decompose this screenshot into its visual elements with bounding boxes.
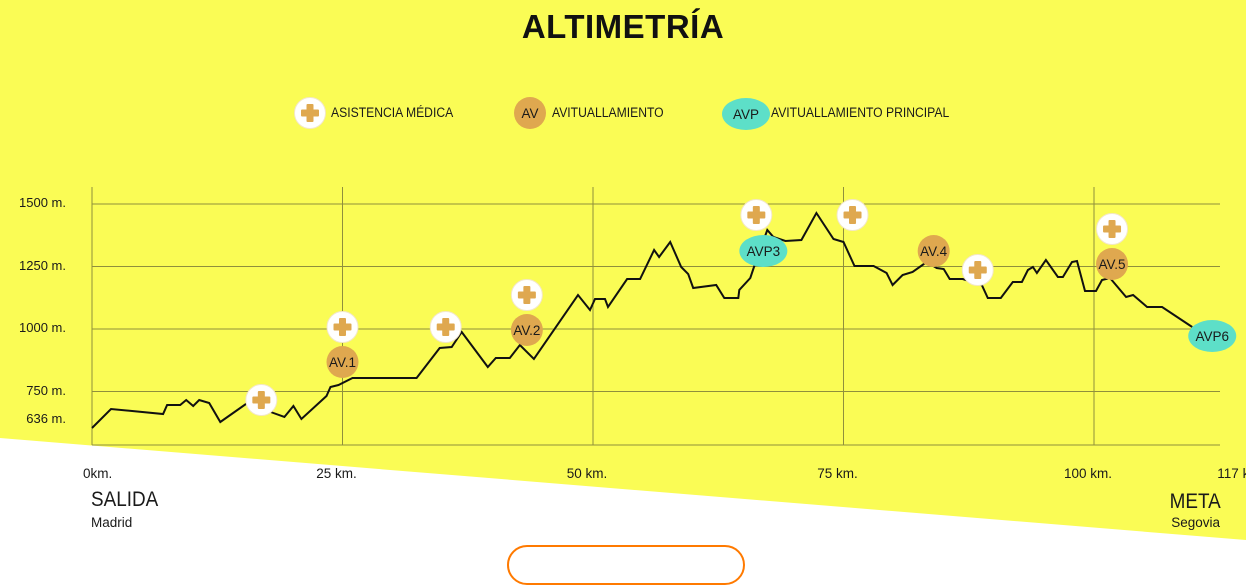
x-tick-label: 75 km. — [817, 466, 858, 481]
legend-avp-badge: AVP — [722, 98, 770, 130]
x-tick-label: 50 km. — [566, 466, 608, 481]
aid-station-marker-label: AV.4 — [920, 244, 948, 259]
medical-assistance-icon — [510, 279, 543, 311]
main-aid-station-marker-label: AVP6 — [1195, 329, 1229, 344]
aid-station-marker-label: AV.5 — [1099, 257, 1126, 272]
altimetry-chart: AV.1 AV.2 AVP3 AV.4 AV.5 AVP6 AV AVP — [0, 0, 1246, 540]
medical-assistance-icon — [245, 384, 278, 416]
yellow-background — [0, 0, 1246, 540]
medical-assistance-icon — [326, 311, 359, 343]
medical-assistance-icon — [1096, 213, 1129, 245]
aid-station-marker: AV.5 — [1096, 248, 1129, 280]
x-tick-label: 117 km. — [1217, 466, 1246, 481]
chart-grid — [91, 187, 1220, 446]
elevation-profile-line — [91, 211, 1193, 429]
x-tick-label: 25 km. — [316, 466, 357, 481]
x-tick-label: 100 km. — [1063, 466, 1113, 481]
legend-icons: AV AVP — [294, 97, 770, 130]
main-aid-station-marker: AVP6 — [1188, 320, 1237, 352]
finish-city: Segovia — [1171, 515, 1220, 530]
legend-av-label: AVITUALLAMIENTO — [552, 105, 664, 120]
aid-station-marker: AV.4 — [917, 235, 950, 267]
legend-avp-label: AVITUALLAMIENTO PRINCIPAL — [771, 105, 950, 120]
orange-button[interactable] — [507, 545, 745, 585]
aid-station-marker: AV.2 — [510, 314, 543, 346]
main-aid-station-marker-label: AVP3 — [747, 244, 781, 259]
y-tick-label: 1250 m. — [19, 257, 66, 273]
x-tick-label: 0km. — [83, 466, 113, 481]
medical-assistance-icon — [961, 254, 994, 286]
page-title: ALTIMETRÍA — [521, 8, 725, 45]
y-tick-label: 1500 m. — [19, 195, 66, 210]
y-tick-label: 636 m. — [26, 411, 66, 426]
aid-station-marker: AV.1 — [326, 346, 359, 378]
aid-station-marker-label: AV.1 — [329, 355, 356, 370]
legend-av-badge-label: AV — [521, 106, 538, 121]
chart-markers: AV.1 AV.2 AVP3 AV.4 AV.5 AVP6 — [245, 199, 1237, 416]
y-tick-label: 750 m. — [26, 382, 66, 398]
y-tick-label: 1000 m. — [19, 320, 66, 335]
start-city: Madrid — [91, 515, 133, 530]
start-label: SALIDA — [91, 488, 159, 511]
legend-avp-badge-label: AVP — [733, 107, 759, 122]
medical-assistance-icon — [836, 199, 869, 231]
medical-assistance-icon — [740, 199, 773, 231]
legend-medical-label: ASISTENCIA MÉDICA — [331, 105, 454, 120]
legend-medical-icon — [294, 97, 326, 129]
main-aid-station-marker: AVP3 — [739, 235, 788, 267]
aid-station-marker-label: AV.2 — [513, 323, 540, 338]
legend-av-badge: AV — [514, 97, 546, 129]
finish-label: META — [1169, 490, 1221, 513]
medical-assistance-icon — [429, 311, 462, 343]
